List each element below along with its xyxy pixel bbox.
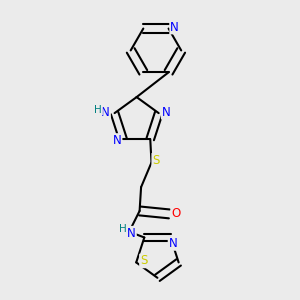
Text: O: O [171,207,181,220]
Text: N: N [170,21,179,34]
Text: S: S [152,154,160,166]
Text: H: H [94,104,102,115]
Text: S: S [140,254,147,267]
Text: H: H [119,224,127,234]
Text: N: N [101,106,110,119]
Text: N: N [127,227,136,240]
Text: N: N [113,134,122,147]
Text: N: N [169,237,177,250]
Text: N: N [162,106,170,119]
